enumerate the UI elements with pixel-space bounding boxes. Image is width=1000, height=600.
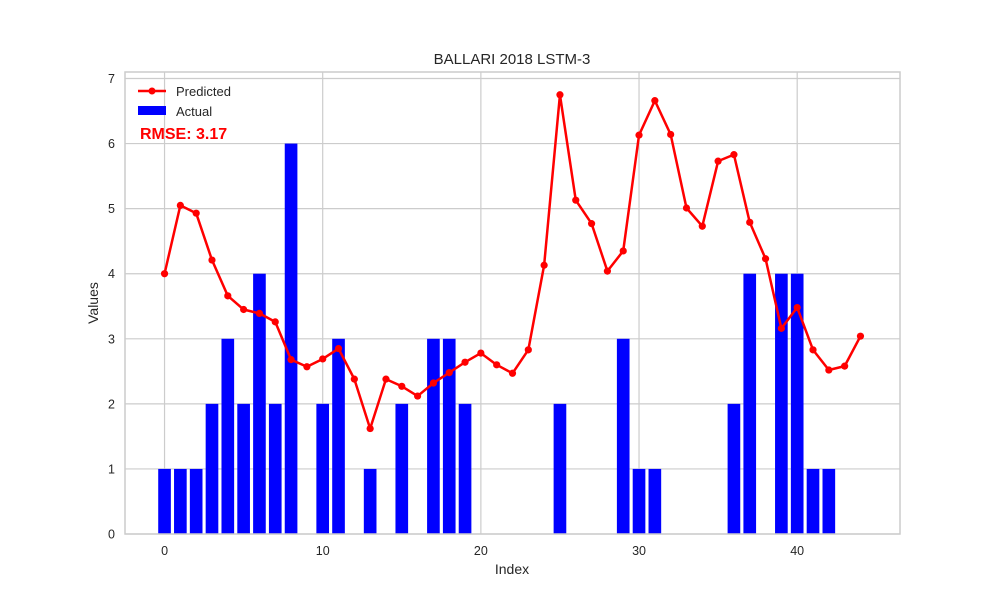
- predicted-point: [350, 375, 358, 383]
- actual-bar: [284, 143, 298, 535]
- predicted-point: [777, 324, 785, 332]
- actual-bar: [221, 338, 235, 534]
- actual-bar: [237, 403, 250, 534]
- predicted-point: [493, 361, 501, 369]
- predicted-point: [445, 369, 453, 377]
- predicted-line: [160, 91, 865, 433]
- predicted-point: [587, 220, 596, 228]
- predicted-point: [698, 222, 706, 230]
- actual-bar: [458, 403, 472, 534]
- predicted-point: [160, 270, 169, 278]
- legend-predicted-swatch-marker: [148, 87, 156, 95]
- actual-bar: [632, 468, 646, 534]
- actual-bar: [790, 273, 804, 534]
- y-tick-label: 0: [108, 528, 115, 542]
- predicted-point: [176, 201, 184, 209]
- plot-frame: [124, 71, 901, 535]
- actual-bars: [158, 143, 836, 535]
- y-tick-label: 3: [108, 332, 115, 346]
- predicted-point: [603, 267, 611, 275]
- legend: Predicted Actual: [138, 84, 231, 119]
- predicted-point: [208, 256, 216, 264]
- predicted-point: [334, 344, 343, 353]
- chart-title: BALLARI 2018 LSTM-3: [434, 51, 591, 68]
- predicted-point: [224, 292, 232, 300]
- predicted-point: [477, 349, 485, 357]
- actual-bar: [158, 468, 171, 534]
- legend-predicted-label: Predicted: [176, 84, 231, 99]
- predicted-point: [192, 209, 200, 217]
- x-tick-label: 10: [316, 544, 330, 558]
- actual-bar: [648, 468, 662, 534]
- predicted-point: [382, 375, 390, 383]
- y-tick-label: 4: [108, 267, 115, 281]
- actual-bar: [316, 403, 330, 534]
- actual-bar: [442, 338, 456, 534]
- y-tick-label: 6: [108, 137, 115, 151]
- predicted-point: [651, 97, 659, 105]
- actual-bar: [616, 338, 630, 534]
- predicted-point: [682, 204, 691, 212]
- predicted-point: [825, 366, 833, 374]
- actual-bar: [268, 403, 282, 534]
- predicted-point: [319, 355, 327, 363]
- actual-bar: [395, 403, 409, 534]
- predicted-point: [793, 303, 801, 312]
- predicted-point: [508, 369, 517, 377]
- x-tick-label: 20: [474, 544, 488, 558]
- actual-bar: [553, 403, 567, 534]
- actual-bar: [205, 403, 219, 534]
- y-tick-label: 7: [108, 72, 115, 86]
- predicted-point: [841, 362, 849, 370]
- x-ticks: 0 10 20 30 40: [161, 544, 804, 558]
- predicted-point: [271, 318, 279, 326]
- predicted-point: [398, 382, 406, 390]
- actual-bar: [775, 273, 788, 534]
- x-axis-label: Index: [495, 561, 529, 577]
- predicted-point: [556, 91, 564, 99]
- x-tick-label: 30: [632, 544, 646, 558]
- predicted-point: [809, 346, 817, 354]
- predicted-point: [856, 332, 865, 340]
- predicted-point: [366, 424, 374, 433]
- predicted-point: [255, 309, 264, 318]
- actual-bar: [806, 468, 820, 534]
- actual-bar: [727, 403, 741, 534]
- actual-bar: [822, 468, 836, 534]
- predicted-point: [714, 157, 722, 165]
- predicted-point: [667, 130, 675, 139]
- predicted-point: [746, 218, 754, 226]
- actual-bar: [332, 338, 345, 534]
- y-tick-label: 5: [108, 202, 115, 216]
- actual-bar: [427, 338, 440, 534]
- predicted-point: [240, 305, 248, 314]
- actual-bar: [363, 468, 377, 534]
- predicted-point: [524, 346, 532, 354]
- predicted-point: [572, 196, 580, 204]
- predicted-point: [761, 255, 770, 263]
- actual-bar: [189, 468, 203, 534]
- x-tick-label: 40: [790, 544, 804, 558]
- predicted-point: [303, 363, 311, 371]
- rmse-annotation: RMSE: 3.17: [140, 126, 227, 143]
- y-tick-label: 1: [108, 462, 115, 476]
- actual-bar: [253, 273, 266, 534]
- predicted-point: [429, 379, 438, 387]
- actual-bar: [174, 468, 187, 534]
- y-axis-label: Values: [85, 282, 101, 324]
- y-tick-label: 2: [108, 397, 115, 411]
- predicted-point: [619, 247, 627, 255]
- predicted-point: [414, 392, 422, 400]
- predicted-point: [635, 131, 643, 139]
- y-ticks: 0 1 2 3 4 5 6 7: [108, 72, 115, 541]
- predicted-point: [540, 261, 548, 269]
- predicted-point: [730, 151, 738, 159]
- legend-actual-swatch: [138, 106, 166, 115]
- predicted-point: [461, 358, 469, 366]
- legend-actual-label: Actual: [176, 104, 212, 119]
- x-tick-label: 0: [161, 544, 168, 558]
- actual-bar: [743, 273, 757, 534]
- predicted-point: [287, 356, 295, 364]
